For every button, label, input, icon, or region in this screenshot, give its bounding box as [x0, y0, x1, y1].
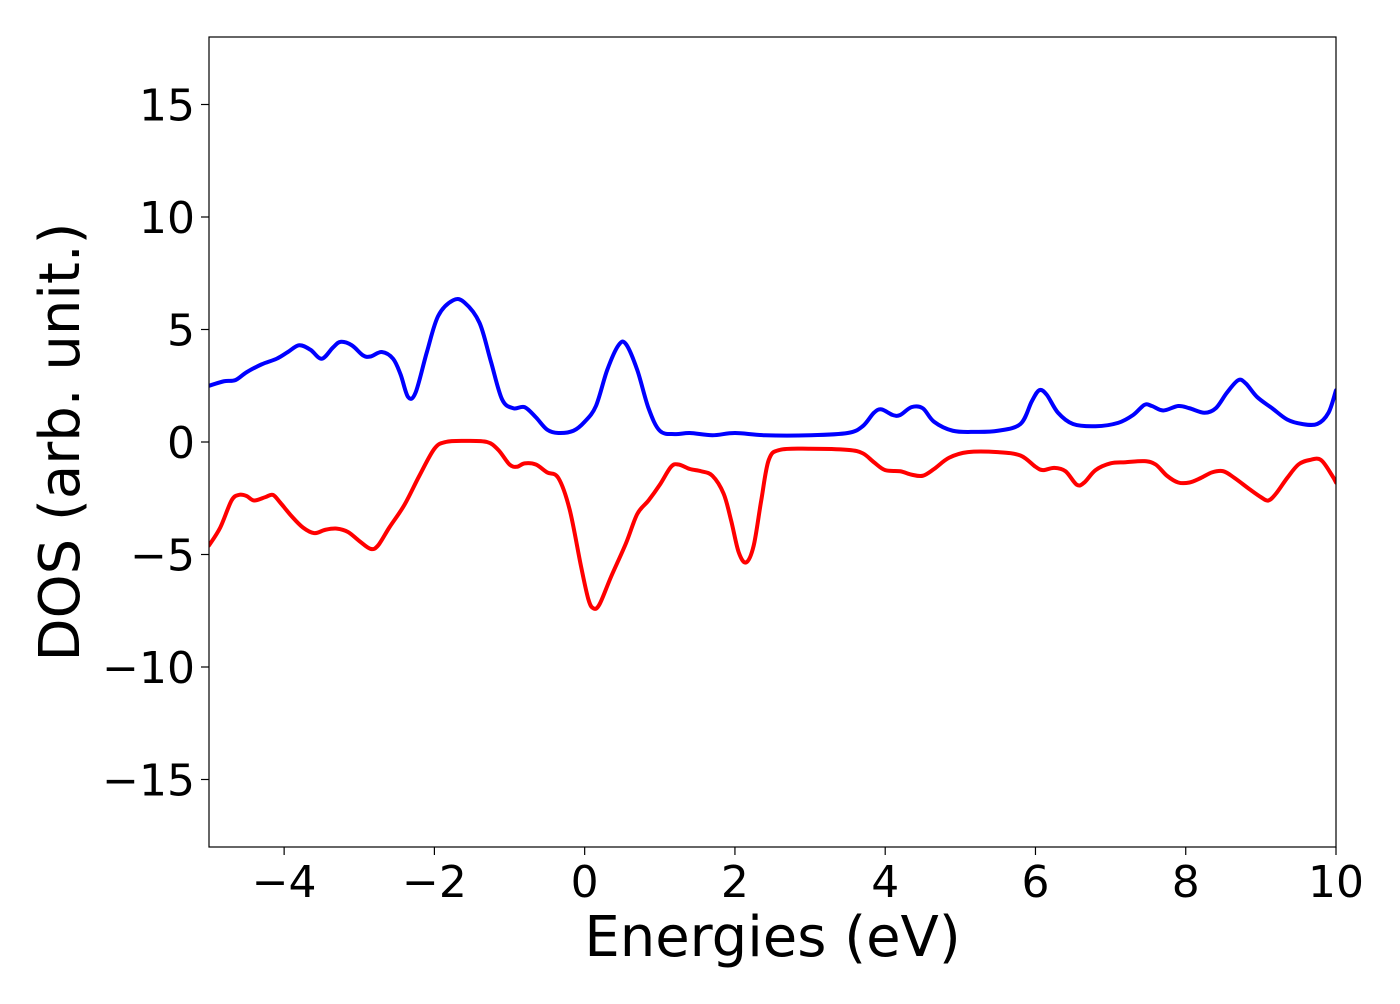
- x-tick-label: 10: [1308, 857, 1364, 908]
- y-tick-label: 5: [167, 306, 195, 357]
- series-layer: [209, 296, 1336, 611]
- x-tick-layer: −4 −2 0 2 4 6 8 10: [252, 847, 1364, 908]
- y-tick-label: −15: [102, 756, 195, 807]
- x-tick-label: 2: [721, 857, 749, 908]
- x-tick-label: 0: [571, 857, 599, 908]
- series-line-red: [209, 438, 1336, 611]
- x-axis-label: Energies (eV): [584, 905, 960, 970]
- y-tick-label: −10: [102, 643, 195, 694]
- y-tick-label: −5: [130, 531, 195, 582]
- y-tick-layer: 15 10 5 0 −5 −10 −15: [102, 81, 209, 807]
- x-tick-label: 8: [1172, 857, 1200, 908]
- y-axis-label: DOS (arb. unit.): [28, 222, 93, 661]
- y-tick-label: 10: [139, 193, 195, 244]
- x-tick-label: −4: [252, 857, 317, 908]
- x-tick-label: 4: [871, 857, 899, 908]
- x-tick-label: 6: [1021, 857, 1049, 908]
- y-tick-label: 0: [167, 418, 195, 469]
- y-tick-label: 15: [139, 81, 195, 132]
- series-line-blue: [209, 296, 1336, 438]
- plot-frame: [208, 36, 1337, 848]
- x-tick-label: −2: [402, 857, 467, 908]
